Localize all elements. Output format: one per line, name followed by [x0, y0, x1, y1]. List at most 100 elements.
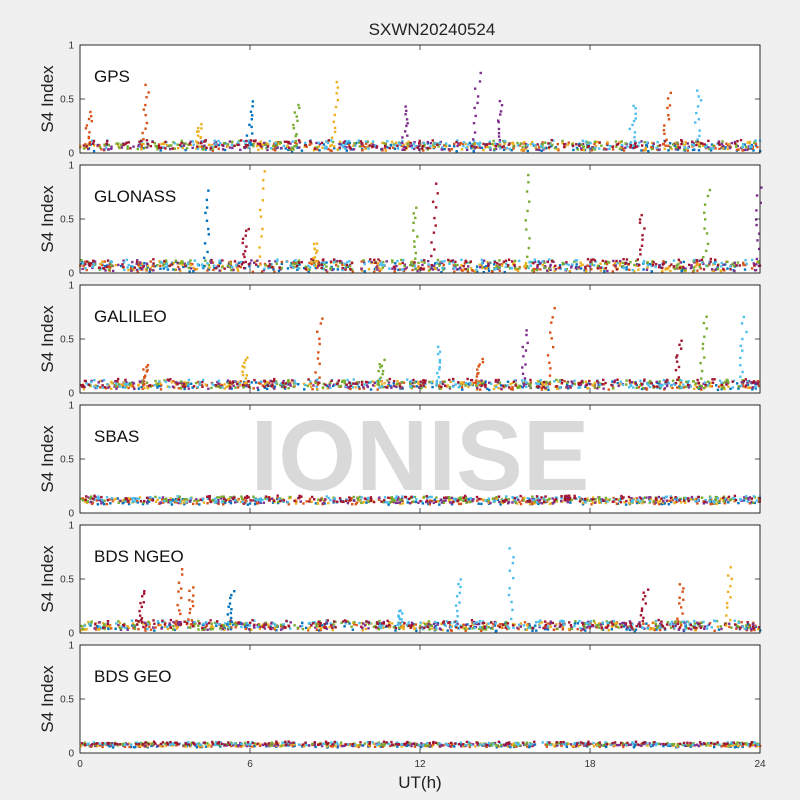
data-point — [132, 382, 136, 385]
data-point — [624, 623, 627, 626]
data-point — [81, 267, 84, 271]
data-point — [438, 384, 441, 387]
data-point — [755, 381, 758, 384]
data-point — [540, 149, 543, 153]
spike-point — [755, 223, 758, 227]
data-point — [544, 495, 547, 498]
spike-point — [414, 251, 418, 255]
data-point — [214, 267, 218, 270]
data-point — [555, 623, 558, 626]
data-point — [152, 626, 155, 629]
data-point — [420, 147, 424, 150]
data-point — [536, 266, 539, 269]
data-point — [310, 495, 314, 499]
spike-point — [739, 375, 742, 378]
data-point — [752, 380, 756, 383]
data-point — [482, 142, 485, 146]
data-point — [412, 385, 416, 388]
spike-point — [207, 189, 210, 192]
data-point — [106, 383, 109, 386]
data-point — [213, 266, 216, 270]
data-point — [254, 260, 257, 263]
data-point — [611, 270, 615, 273]
data-point — [622, 258, 625, 261]
data-point — [256, 386, 259, 390]
data-point — [443, 380, 447, 383]
data-point — [567, 496, 570, 500]
data-point — [157, 384, 160, 388]
data-point — [218, 260, 221, 263]
data-point — [274, 146, 277, 149]
data-point — [488, 501, 491, 504]
data-point — [590, 498, 593, 501]
data-point — [198, 503, 201, 506]
data-point — [287, 378, 290, 382]
data-point — [174, 381, 177, 384]
data-point — [116, 385, 119, 388]
data-point — [347, 265, 350, 268]
data-point — [733, 497, 737, 500]
data-point — [177, 498, 181, 501]
data-point — [448, 260, 452, 263]
data-point — [343, 147, 347, 150]
data-point — [672, 259, 676, 262]
data-point — [176, 625, 179, 629]
data-point — [127, 626, 131, 630]
spike-point — [640, 244, 644, 247]
data-point — [205, 146, 208, 150]
data-point — [565, 385, 569, 388]
data-point — [684, 501, 687, 505]
data-point — [294, 502, 298, 505]
data-point — [154, 626, 157, 629]
data-point — [338, 259, 341, 263]
data-point — [544, 500, 547, 504]
data-point — [497, 378, 500, 382]
data-point — [406, 498, 409, 501]
data-point — [626, 145, 629, 148]
data-point — [87, 620, 90, 624]
spike-point — [676, 354, 679, 357]
data-point — [471, 498, 474, 501]
data-point — [751, 501, 755, 505]
data-point — [720, 383, 723, 387]
data-point — [279, 382, 283, 385]
data-point — [501, 146, 504, 149]
data-point — [658, 384, 662, 387]
data-point — [154, 144, 157, 148]
data-point — [758, 384, 761, 387]
data-point — [175, 499, 178, 503]
data-point — [437, 145, 440, 148]
spike-point — [435, 379, 439, 383]
data-point — [249, 139, 253, 142]
data-point — [414, 144, 417, 148]
spike-point — [496, 142, 499, 146]
data-point — [291, 146, 294, 149]
spike-point — [739, 356, 742, 360]
data-point — [394, 629, 397, 632]
data-point — [706, 146, 710, 149]
data-point — [91, 497, 95, 500]
data-point — [548, 497, 551, 500]
data-point — [384, 143, 388, 146]
data-point — [520, 499, 524, 502]
data-point — [537, 260, 540, 263]
data-point — [140, 148, 143, 151]
data-point — [536, 501, 539, 504]
data-point — [622, 621, 626, 625]
data-point — [553, 380, 556, 383]
data-point — [648, 496, 651, 499]
data-point — [95, 386, 99, 389]
data-point — [620, 140, 623, 143]
panel-label: SBAS — [94, 427, 139, 446]
data-point — [302, 382, 306, 386]
data-point — [91, 501, 95, 504]
data-point — [682, 628, 685, 632]
data-point — [652, 142, 655, 146]
data-point — [674, 148, 678, 151]
data-point — [489, 146, 492, 150]
data-point — [507, 498, 510, 501]
data-point — [228, 381, 232, 385]
data-point — [532, 270, 536, 274]
data-point — [239, 265, 242, 269]
data-point — [362, 385, 365, 389]
